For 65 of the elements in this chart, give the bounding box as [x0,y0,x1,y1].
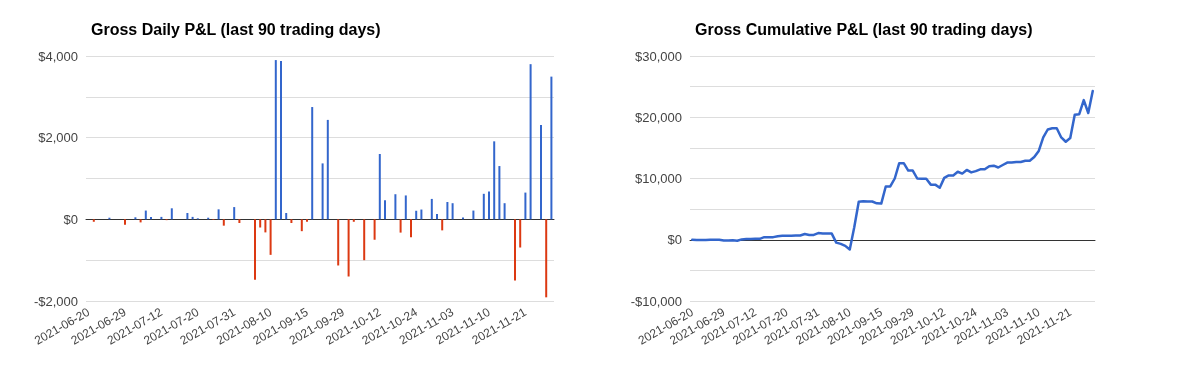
bar [92,219,95,222]
bar [384,200,386,220]
bar [404,195,407,220]
bar [280,60,282,220]
line-series [691,89,1094,251]
chart-title: Gross Daily P&L (last 90 trading days) [91,20,381,38]
y-tick-label: -$2,000 [33,293,78,309]
bar [524,192,527,220]
bar [337,219,340,266]
bar [519,219,522,248]
bar [488,191,490,220]
bar [285,213,288,220]
bar [493,141,496,220]
bar [529,64,532,220]
bar [540,125,542,220]
bar [264,219,267,233]
bar [274,60,277,220]
bar [186,213,189,220]
bar [436,214,438,220]
bar [550,76,553,220]
bar [399,219,402,233]
bar [233,207,236,220]
y-tick-label: $4,000 [38,48,78,64]
bar [430,198,433,220]
y-tick-label: $10,000 [635,171,682,186]
bar [451,203,454,220]
bar [170,208,173,220]
y-tick-label: $2,000 [38,130,78,146]
bar [482,193,485,220]
bar [347,219,350,277]
bar [410,219,412,238]
y-tick-label: $0 [63,211,78,227]
bar [259,219,262,228]
bar [238,219,241,224]
bar [514,219,516,281]
bar [352,219,355,222]
bar [363,219,366,261]
bar [139,219,142,223]
bar [306,219,308,222]
bar [498,166,501,220]
bar [326,119,329,220]
bar [321,163,324,220]
y-tick-label: $20,000 [635,109,682,125]
bar [378,154,381,220]
bar [415,210,418,220]
bar [217,209,220,220]
bar [254,219,256,280]
bar [394,194,397,220]
bar [124,219,126,225]
y-tick-label: $30,000 [635,48,682,64]
bar [545,219,548,298]
bar [269,219,272,255]
y-tick-label: -$10,000 [630,293,682,309]
bar [300,219,303,232]
bar [222,219,225,226]
bar [446,201,449,220]
bar [134,217,137,220]
bar [420,209,423,220]
bar [373,219,376,240]
bar [311,107,314,220]
bar [441,219,444,231]
bar [290,219,293,224]
bar [503,203,506,220]
y-tick-label: $0 [667,232,682,248]
chart-title: Gross Cumulative P&L (last 90 trading days) [695,20,1033,38]
